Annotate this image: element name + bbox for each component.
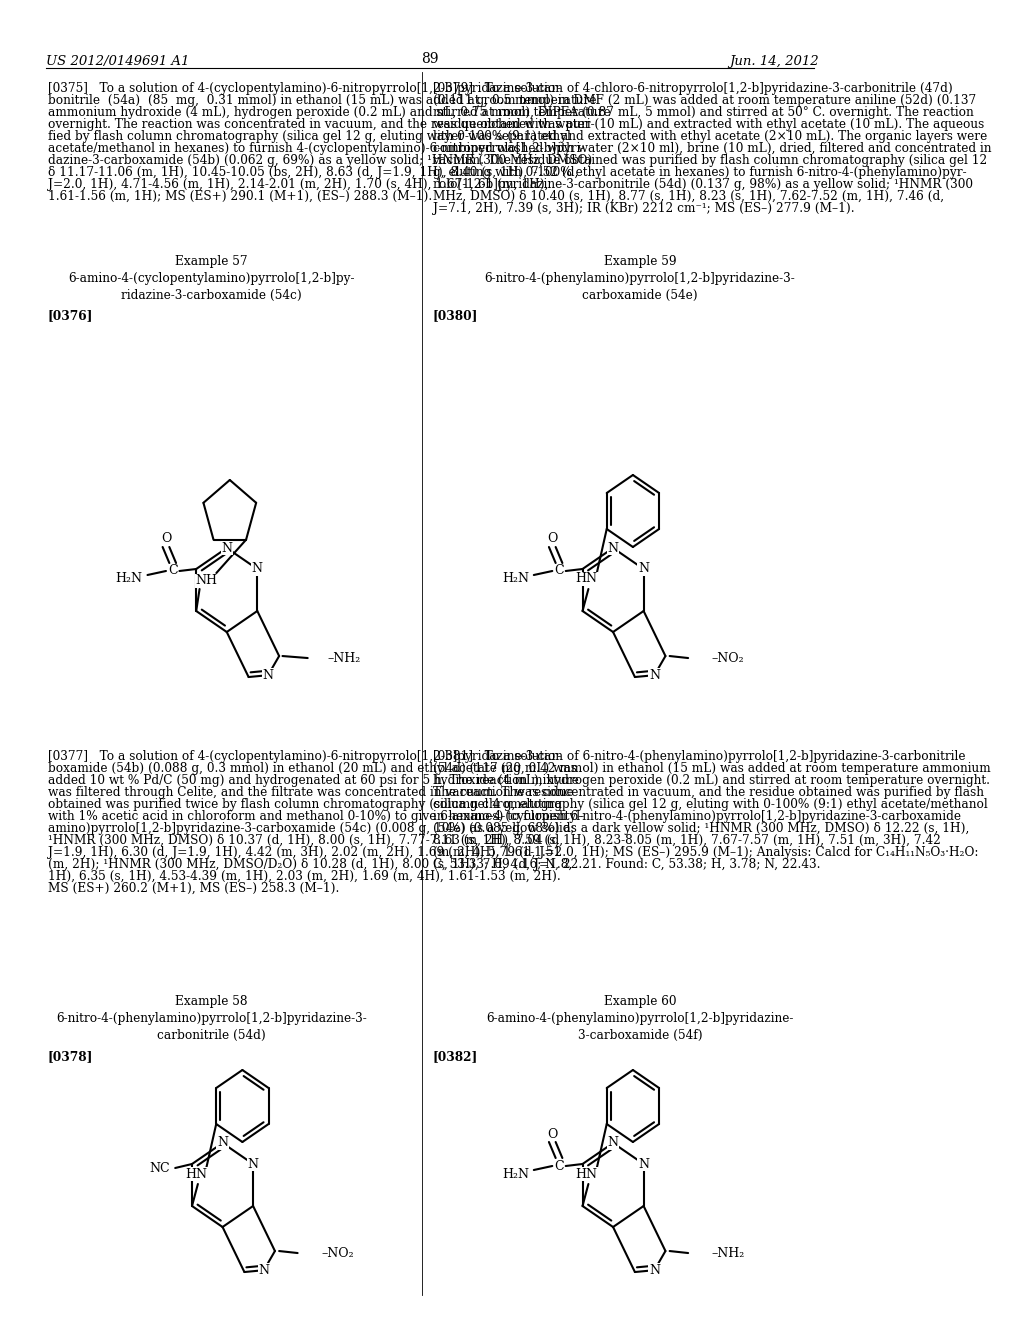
Text: Jun. 14, 2012: Jun. 14, 2012 (729, 55, 819, 69)
Text: carbonitrile (54d): carbonitrile (54d) (158, 1030, 266, 1041)
Text: overnight. The reaction was concentrated in vacuum, and the residue obtained was: overnight. The reaction was concentrated… (48, 117, 595, 131)
Text: J=1.9, 1H), 6.30 (d, J=1.9, 1H), 4.42 (m, 3H), 2.02 (m, 2H), 1.69 (m, 4H), 1.61-: J=1.9, 1H), 6.30 (d, J=1.9, 1H), 4.42 (m… (48, 846, 561, 859)
Text: [0380]: [0380] (432, 309, 478, 322)
Text: in hexanes) to furnish 6-nitro-4-(phenylamino)pyrrolo[1,2-b]pyridazine-3-carboxa: in hexanes) to furnish 6-nitro-4-(phenyl… (432, 810, 961, 824)
Text: was quenched with water (10 mL) and extracted with ethyl acetate (10 mL). The aq: was quenched with water (10 mL) and extr… (432, 117, 984, 131)
Text: added 10 wt % Pd/C (50 mg) and hydrogenated at 60 psi for 5 h. The reaction mixt: added 10 wt % Pd/C (50 mg) and hydrogena… (48, 774, 579, 787)
Text: NC: NC (150, 1162, 170, 1175)
Text: –NH₂: –NH₂ (712, 1246, 744, 1259)
Text: C, 53.33; H, 4.16; N, 22.21. Found: C, 53.38; H, 3.78; N, 22.43.: C, 53.33; H, 4.16; N, 22.21. Found: C, 5… (432, 858, 820, 871)
Text: ridazine-3-carboxamide (54c): ridazine-3-carboxamide (54c) (121, 289, 302, 302)
Text: –NH₂: –NH₂ (328, 652, 361, 664)
Text: N: N (262, 669, 273, 681)
Text: –NO₂: –NO₂ (712, 652, 744, 664)
Text: 1.61-1.56 (m, 1H); MS (ES+) 290.1 (M+1), (ES–) 288.3 (M–1).: 1.61-1.56 (m, 1H); MS (ES+) 290.1 (M+1),… (48, 190, 432, 203)
Text: Example 57: Example 57 (175, 255, 248, 268)
Text: –NO₂: –NO₂ (322, 1246, 353, 1259)
Text: H₂N: H₂N (116, 573, 142, 586)
Text: H₂N: H₂N (502, 1167, 528, 1180)
Text: N: N (638, 1158, 649, 1171)
Text: amino)pyrrolo[1,2-b]pyridazine-3-carboxamide (54c) (0.008 g, 10%) as a yellow so: amino)pyrrolo[1,2-b]pyridazine-3-carboxa… (48, 822, 574, 836)
Text: N: N (252, 562, 263, 576)
Text: N: N (638, 562, 649, 576)
Text: C: C (554, 565, 564, 578)
Text: N: N (607, 541, 618, 554)
Text: [0379]   To a solution of 4-chloro-6-nitropyrrolo[1,2-b]pyridazine-3-carbonitril: [0379] To a solution of 4-chloro-6-nitro… (432, 82, 952, 95)
Text: ammonium hydroxide (4 mL), hydrogen peroxide (0.2 mL) and stirred at room temper: ammonium hydroxide (4 mL), hydrogen pero… (48, 106, 610, 119)
Text: O: O (547, 1127, 557, 1140)
Text: 6-nitro-4-(phenylamino)pyrrolo[1,2-b]pyridazine-3-: 6-nitro-4-(phenylamino)pyrrolo[1,2-b]pyr… (484, 272, 796, 285)
Text: N: N (649, 1263, 659, 1276)
Text: [0382]: [0382] (432, 1049, 478, 1063)
Text: 6-amino-4-(phenylamino)pyrrolo[1,2-b]pyridazine-: 6-amino-4-(phenylamino)pyrrolo[1,2-b]pyr… (486, 1012, 794, 1026)
Text: Example 60: Example 60 (604, 995, 676, 1008)
Text: Example 59: Example 59 (603, 255, 676, 268)
Text: NH: NH (196, 574, 217, 587)
Text: [0376]: [0376] (48, 309, 93, 322)
Text: J=7.1, 2H), 7.39 (s, 3H); IR (KBr) 2212 cm⁻¹; MS (ES–) 277.9 (M–1).: J=7.1, 2H), 7.39 (s, 3H); IR (KBr) 2212 … (432, 202, 854, 215)
Text: US 2012/0149691 A1: US 2012/0149691 A1 (46, 55, 189, 69)
Text: (m, 2H); ¹HNMR (300 MHz, DMSO/D₂O) δ 10.28 (d, 1H), 8.00 (s, 1H), 7.09 (d, J=1.8: (m, 2H); ¹HNMR (300 MHz, DMSO/D₂O) δ 10.… (48, 858, 572, 871)
Text: 1H), 6.35 (s, 1H), 4.53-4.39 (m, 1H), 2.03 (m, 2H), 1.69 (m, 4H), 1.61-1.53 (m, : 1H), 6.35 (s, 1H), 4.53-4.39 (m, 1H), 2.… (48, 870, 560, 883)
Text: bonitrile  (54a)  (85  mg,  0.31 mmol) in ethanol (15 mL) was added at room temp: bonitrile (54a) (85 mg, 0.31 mmol) in et… (48, 94, 596, 107)
Text: C: C (554, 1159, 564, 1172)
Text: The reaction was concentrated in vacuum, and the residue obtained was purified b: The reaction was concentrated in vacuum,… (432, 785, 983, 799)
Text: ¹HNMR (300 MHz, DMSO) δ 10.37 (d, 1H), 8.00 (s, 1H), 7.77-7.11 (m, 2H), 7.04 (d,: ¹HNMR (300 MHz, DMSO) δ 10.37 (d, 1H), 8… (48, 834, 563, 847)
Text: Example 58: Example 58 (175, 995, 248, 1008)
Text: (0.111 g, 0.5 mmol) in DMF (2 mL) was added at room temperature aniline (52d) (0: (0.111 g, 0.5 mmol) in DMF (2 mL) was ad… (432, 94, 976, 107)
Text: layer was separated and extracted with ethyl acetate (2×10 mL). The organic laye: layer was separated and extracted with e… (432, 131, 987, 143)
Text: N: N (248, 1158, 259, 1171)
Text: N: N (649, 669, 659, 681)
Text: 3-carboxamide (54f): 3-carboxamide (54f) (578, 1030, 702, 1041)
Text: with 1% acetic acid in chloroform and methanol 0-10%) to give 6-amino-4-(cyclope: with 1% acetic acid in chloroform and me… (48, 810, 584, 824)
Text: obtained was purified twice by flash column chromatography (silica gel 4 g, elut: obtained was purified twice by flash col… (48, 799, 562, 810)
Text: vacuum. The residue obtained was purified by flash column chromatography (silica: vacuum. The residue obtained was purifie… (432, 154, 988, 168)
Text: [0381]   To a solution of 6-nitro-4-(phenylamino)pyrrolo[1,2-b]pyridazine-3-carb: [0381] To a solution of 6-nitro-4-(pheny… (432, 750, 965, 763)
Text: carboxamide (54e): carboxamide (54e) (582, 289, 697, 302)
Text: N: N (217, 1137, 228, 1150)
Text: was filtered through Celite, and the filtrate was concentrated in vacuum. The re: was filtered through Celite, and the fil… (48, 785, 573, 799)
Text: g, eluting with 0-100% ethyl acetate in hexanes) to furnish 6-nitro-4-(phenylami: g, eluting with 0-100% ethyl acetate in … (432, 166, 966, 180)
Text: H₂N: H₂N (502, 573, 528, 586)
Text: J=2.0, 1H), 4.71-4.56 (m, 1H), 2.14-2.01 (m, 2H), 1.70 (s, 4H), 1.67-1.61 (m, 1H: J=2.0, 1H), 4.71-4.56 (m, 1H), 2.14-2.01… (48, 178, 549, 191)
Text: boxamide (54b) (0.088 g, 0.3 mmol) in ethanol (20 mL) and ethyl acetate (20 mL) : boxamide (54b) (0.088 g, 0.3 mmol) in et… (48, 762, 577, 775)
Text: mL, 0.75 mmol), DIPEA (0.87 mL, 5 mmol) and stirred at 50° C. overnight. The rea: mL, 0.75 mmol), DIPEA (0.87 mL, 5 mmol) … (432, 106, 973, 119)
Text: acetate/methanol in hexanes) to furnish 4-(cyclopentylamino)-6-nitropyrrolo[1,2-: acetate/methanol in hexanes) to furnish … (48, 143, 585, 154)
Text: rolo[1,2-b]pyridazine-3-carbonitrile (54d) (0.137 g, 98%) as a yellow solid; ¹HN: rolo[1,2-b]pyridazine-3-carbonitrile (54… (432, 178, 973, 191)
Text: HN: HN (575, 573, 598, 586)
Text: 6-amino-4-(cyclopentylamino)pyrrolo[1,2-b]py-: 6-amino-4-(cyclopentylamino)pyrrolo[1,2-… (69, 272, 355, 285)
Text: MS (ES+) 260.2 (M+1), MS (ES–) 258.3 (M–1).: MS (ES+) 260.2 (M+1), MS (ES–) 258.3 (M–… (48, 882, 339, 895)
Text: HN: HN (575, 1167, 598, 1180)
Text: N: N (607, 1137, 618, 1150)
Text: [0377]   To a solution of 4-(cyclopentylamino)-6-nitropyrrolo[1,2-b]pyridazine-3: [0377] To a solution of 4-(cyclopentylam… (48, 750, 561, 763)
Text: C: C (168, 565, 177, 578)
Text: (54d) (117 mg, 0.42 mmol) in ethanol (15 mL) was added at room temperature ammon: (54d) (117 mg, 0.42 mmol) in ethanol (15… (432, 762, 990, 775)
Text: MHz, DMSO) δ 10.40 (s, 1H), 8.77 (s, 1H), 8.23 (s, 1H), 7.62-7.52 (m, 1H), 7.46 : MHz, DMSO) δ 10.40 (s, 1H), 8.77 (s, 1H)… (432, 190, 944, 203)
Text: O: O (547, 532, 557, 545)
Text: HN: HN (185, 1167, 207, 1180)
Text: 89: 89 (421, 51, 438, 66)
Text: N: N (258, 1263, 269, 1276)
Text: dazine-3-carboxamide (54b) (0.062 g, 69%) as a yellow solid; ¹HNMR (300 MHz, DMS: dazine-3-carboxamide (54b) (0.062 g, 69%… (48, 154, 592, 168)
Text: (m, 2H), 5.79 (d, J=2.0, 1H); MS (ES–) 295.9 (M–1); Analysis: Calcd for C₁₄H₁₁N₅: (m, 2H), 5.79 (d, J=2.0, 1H); MS (ES–) 2… (432, 846, 978, 859)
Text: 8.63 (s, 1H), 8.59 (s, 1H), 8.23-8.05 (m, 1H), 7.67-7.57 (m, 1H), 7.51 (m, 3H), : 8.63 (s, 1H), 8.59 (s, 1H), 8.23-8.05 (m… (432, 834, 940, 847)
Text: combined washed with water (2×10 ml), brine (10 mL), dried, filtered and concent: combined washed with water (2×10 ml), br… (432, 143, 991, 154)
Text: [0378]: [0378] (48, 1049, 93, 1063)
Text: O: O (161, 532, 171, 545)
Text: column chromatography (silica gel 12 g, eluting with 0-100% (9:1) ethyl acetate/: column chromatography (silica gel 12 g, … (432, 799, 987, 810)
Text: hydroxide (4 mL), hydrogen peroxide (0.2 mL) and stirred at room temperature ove: hydroxide (4 mL), hydrogen peroxide (0.2… (432, 774, 989, 787)
Text: 6-nitro-4-(phenylamino)pyrrolo[1,2-b]pyridazine-3-: 6-nitro-4-(phenylamino)pyrrolo[1,2-b]pyr… (56, 1012, 367, 1026)
Text: fied by flash column chromatography (silica gel 12 g, eluting with 0-100% (9:1) : fied by flash column chromatography (sil… (48, 131, 570, 143)
Text: [0375]   To a solution of 4-(cyclopentylamino)-6-nitropyrrolo[1,2-b]pyridazine-3: [0375] To a solution of 4-(cyclopentylam… (48, 82, 561, 95)
Text: N: N (221, 541, 232, 554)
Text: (54e) (0.085 g, 68%) as a dark yellow solid; ¹HNMR (300 MHz, DMSO) δ 12.22 (s, 1: (54e) (0.085 g, 68%) as a dark yellow so… (432, 822, 969, 836)
Text: δ 11.17-11.06 (m, 1H), 10.45-10.05 (bs, 2H), 8.63 (d, J=1.9, 1H), 8.40 (s, 1H), : δ 11.17-11.06 (m, 1H), 10.45-10.05 (bs, … (48, 166, 579, 180)
